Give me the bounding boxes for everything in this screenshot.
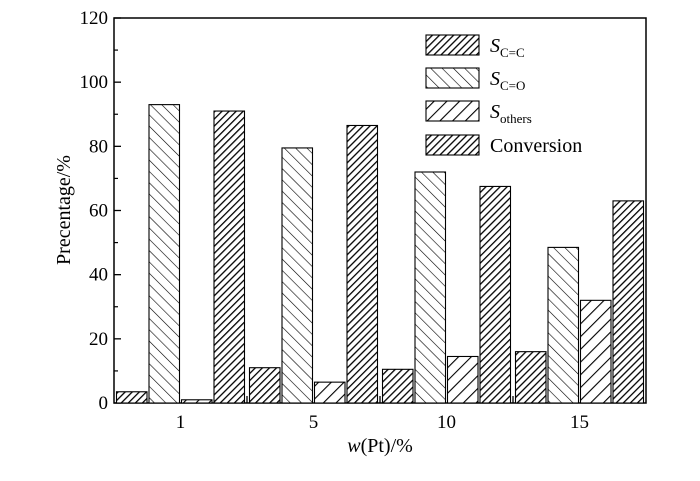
bar <box>115 391 148 404</box>
y-tick-label: 60 <box>89 201 108 222</box>
bar <box>313 381 346 404</box>
bar <box>579 299 612 404</box>
legend-swatch <box>425 134 480 156</box>
legend-label: Sothers <box>490 101 532 126</box>
bars <box>115 104 645 404</box>
x-tick-label: 10 <box>437 412 456 433</box>
x-tick-label: 15 <box>570 412 589 433</box>
legend-label: Conversion <box>490 135 582 157</box>
legend-label-subscript: others <box>500 111 532 126</box>
bar <box>446 355 479 404</box>
x-axis-title-italic: w <box>347 435 361 457</box>
bar <box>248 367 281 404</box>
legend-label-subscript: C=C <box>500 45 525 60</box>
bar <box>281 147 314 404</box>
y-tick-label: 40 <box>89 265 108 286</box>
bar <box>479 185 512 404</box>
y-tick-label: 120 <box>80 8 109 29</box>
bar <box>213 110 246 404</box>
y-tick-label: 0 <box>99 393 109 414</box>
bar <box>180 399 213 404</box>
x-axis-title: w(Pt)/% <box>347 435 413 457</box>
y-tick-label: 100 <box>80 72 109 93</box>
legend-label-main: S <box>490 101 500 123</box>
bar <box>414 171 447 404</box>
bar <box>612 200 645 404</box>
bar <box>148 104 181 404</box>
x-axis: 1 5 10 15 <box>176 396 589 433</box>
x-axis-title-rest: (Pt)/% <box>361 435 413 457</box>
y-tick-label: 80 <box>89 136 108 157</box>
x-tick-label: 1 <box>176 412 186 433</box>
legend-label: SC=C <box>490 35 525 60</box>
legend-swatch <box>425 100 480 122</box>
bar <box>381 368 414 404</box>
legend-label-main: S <box>490 68 500 90</box>
y-axis-title: Precentage/% <box>53 155 75 265</box>
y-tick-label: 20 <box>89 329 108 350</box>
legend-swatch <box>425 67 480 89</box>
legend-label: SC=O <box>490 68 525 93</box>
legend-label-main: S <box>490 35 500 57</box>
bar <box>514 351 547 404</box>
y-axis: 0 20 40 60 80 100 120 <box>80 8 121 414</box>
bar <box>346 124 379 404</box>
legend-label-subscript: C=O <box>500 78 525 93</box>
legend-swatch <box>425 34 480 56</box>
x-tick-label: 5 <box>309 412 319 433</box>
bar <box>547 246 580 404</box>
